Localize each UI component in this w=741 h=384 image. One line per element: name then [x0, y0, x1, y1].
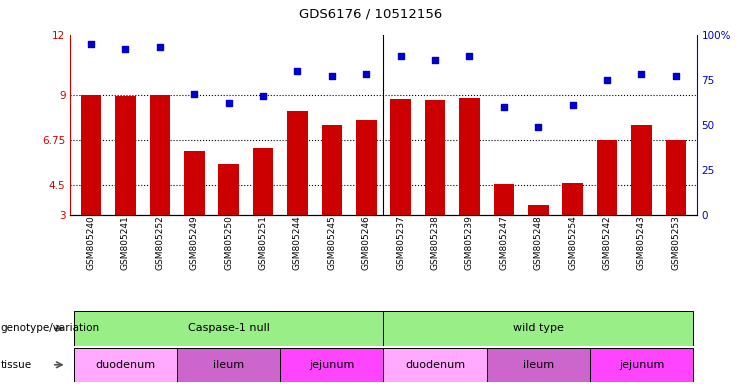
Bar [253, 148, 273, 215]
Point [670, 73, 682, 79]
Point [498, 104, 510, 110]
Text: tissue: tissue [1, 360, 32, 370]
Text: duodenum: duodenum [96, 360, 156, 370]
Text: GSM805245: GSM805245 [328, 215, 336, 270]
Text: duodenum: duodenum [405, 360, 465, 370]
Bar [487, 348, 590, 382]
Text: wild type: wild type [513, 323, 564, 333]
Text: GSM805253: GSM805253 [671, 215, 680, 270]
Bar [494, 184, 514, 215]
Bar [459, 98, 479, 215]
Text: GSM805252: GSM805252 [156, 215, 165, 270]
Point [85, 41, 97, 47]
Text: GSM805241: GSM805241 [121, 215, 130, 270]
Text: ileum: ileum [522, 360, 554, 370]
Point [326, 73, 338, 79]
Bar [81, 95, 102, 215]
Point [636, 71, 648, 77]
Text: GSM805246: GSM805246 [362, 215, 370, 270]
Bar [391, 99, 411, 215]
Bar [74, 311, 384, 346]
Point [429, 57, 441, 63]
Text: GSM805247: GSM805247 [499, 215, 508, 270]
Bar [356, 120, 376, 215]
Bar [384, 311, 693, 346]
Text: GSM805249: GSM805249 [190, 215, 199, 270]
Text: GSM805240: GSM805240 [87, 215, 96, 270]
Text: jejunum: jejunum [619, 360, 664, 370]
Bar [597, 140, 617, 215]
Point [257, 93, 269, 99]
Bar [322, 125, 342, 215]
Bar [74, 348, 177, 382]
Point [464, 53, 476, 59]
Point [188, 91, 200, 97]
Text: GDS6176 / 10512156: GDS6176 / 10512156 [299, 8, 442, 21]
Text: GSM805238: GSM805238 [431, 215, 439, 270]
Bar [384, 348, 487, 382]
Point [395, 53, 407, 59]
Point [601, 77, 613, 83]
Bar [115, 96, 136, 215]
Text: GSM805242: GSM805242 [602, 215, 611, 270]
Bar [528, 205, 548, 215]
Text: ileum: ileum [213, 360, 245, 370]
Bar [219, 164, 239, 215]
Text: GSM805243: GSM805243 [637, 215, 646, 270]
Point [223, 100, 235, 106]
Point [119, 46, 131, 52]
Bar [287, 111, 308, 215]
Bar [631, 125, 652, 215]
Bar [590, 348, 693, 382]
Bar [177, 348, 280, 382]
Text: Caspase-1 null: Caspase-1 null [187, 323, 270, 333]
Point [291, 68, 303, 74]
Text: GSM805250: GSM805250 [224, 215, 233, 270]
Bar [280, 348, 384, 382]
Text: GSM805251: GSM805251 [259, 215, 268, 270]
Text: GSM805248: GSM805248 [534, 215, 543, 270]
Text: GSM805254: GSM805254 [568, 215, 577, 270]
Bar [425, 100, 445, 215]
Point [360, 71, 372, 77]
Text: genotype/variation: genotype/variation [1, 323, 100, 333]
Text: GSM805239: GSM805239 [465, 215, 474, 270]
Bar [150, 95, 170, 215]
Text: jejunum: jejunum [309, 360, 354, 370]
Text: GSM805237: GSM805237 [396, 215, 405, 270]
Bar [184, 151, 205, 215]
Text: GSM805244: GSM805244 [293, 215, 302, 270]
Point [567, 102, 579, 108]
Point [154, 44, 166, 50]
Bar [562, 183, 583, 215]
Point [532, 124, 544, 130]
Bar [665, 140, 686, 215]
